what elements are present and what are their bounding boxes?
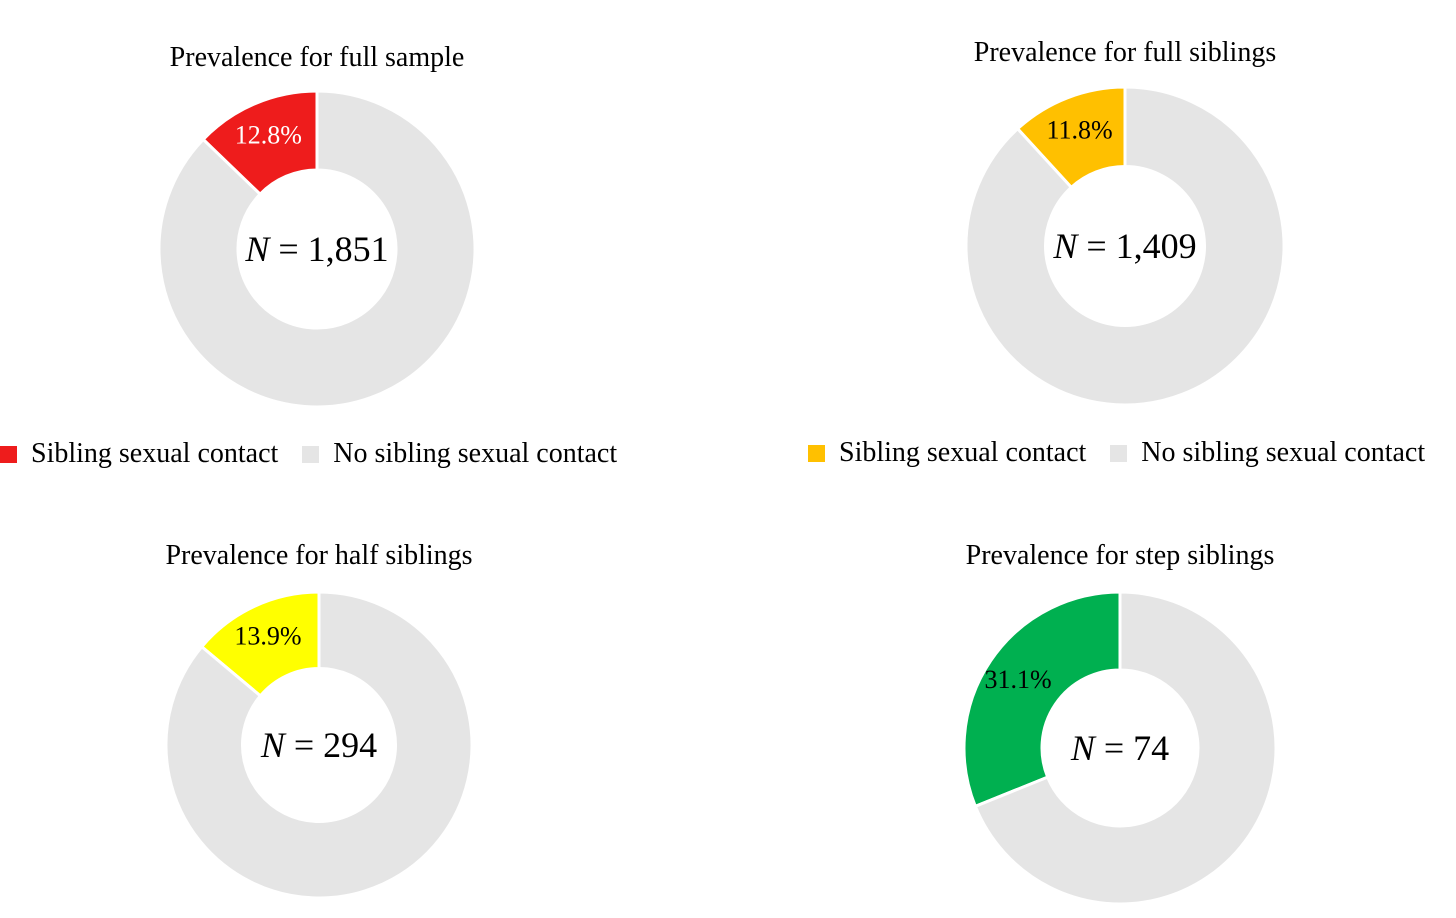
legend-swatch-red bbox=[0, 445, 17, 463]
legend-label: No sibling sexual contact bbox=[333, 438, 618, 469]
chart-title-step-siblings: Prevalence for step siblings bbox=[965, 540, 1275, 571]
center-sample-size-label: N = 1,851 bbox=[244, 229, 388, 269]
center-sample-size-label: N = 294 bbox=[260, 725, 377, 765]
legend-swatch-grey bbox=[302, 445, 320, 463]
chart-title-full-siblings: Prevalence for full siblings bbox=[973, 37, 1277, 68]
legend-label: Sibling sexual contact bbox=[31, 438, 279, 469]
legend-full-sample: Sibling sexual contact No sibling sexual… bbox=[0, 438, 641, 470]
donut-slice-no-sibling-contact bbox=[157, 89, 477, 409]
legend-item-sibling-contact: Sibling sexual contact bbox=[0, 438, 278, 470]
legend-full-siblings: Sibling sexual contact No sibling sexual… bbox=[808, 437, 1425, 469]
center-sample-size-label: N = 1,409 bbox=[1052, 226, 1196, 266]
slice-data-label: 12.8% bbox=[235, 120, 302, 149]
legend-swatch-grey bbox=[1110, 444, 1128, 462]
legend-item-no-sibling-contact: No sibling sexual contact bbox=[1110, 437, 1425, 469]
legend-label: Sibling sexual contact bbox=[839, 437, 1087, 468]
slice-data-label: 11.8% bbox=[1047, 115, 1113, 144]
donut-chart-full-siblings: 11.8% N = 1,409 bbox=[964, 85, 1286, 407]
slice-data-label: 31.1% bbox=[984, 665, 1051, 694]
donut-slice-no-sibling-contact bbox=[973, 590, 1278, 906]
donut-slice-sibling-contact bbox=[962, 590, 1122, 809]
legend-label: No sibling sexual contact bbox=[1141, 437, 1426, 468]
donut-chart-step-siblings: 31.1% N = 74 bbox=[962, 590, 1278, 906]
chart-title-half-siblings: Prevalence for half siblings bbox=[165, 540, 473, 571]
center-sample-size-label: N = 74 bbox=[1070, 728, 1169, 768]
donut-slice-no-sibling-contact bbox=[964, 85, 1286, 407]
legend-item-sibling-contact: Sibling sexual contact bbox=[808, 437, 1086, 469]
donut-chart-full-sample: 12.8% N = 1,851 bbox=[157, 89, 477, 409]
donut-slice-no-sibling-contact bbox=[164, 590, 474, 900]
chart-title-full-sample: Prevalence for full sample bbox=[169, 42, 465, 73]
legend-swatch-orange bbox=[808, 444, 825, 462]
donut-chart-half-siblings: 13.9% N = 294 bbox=[164, 590, 474, 900]
legend-item-no-sibling-contact: No sibling sexual contact bbox=[302, 438, 617, 470]
slice-data-label: 13.9% bbox=[234, 622, 301, 651]
